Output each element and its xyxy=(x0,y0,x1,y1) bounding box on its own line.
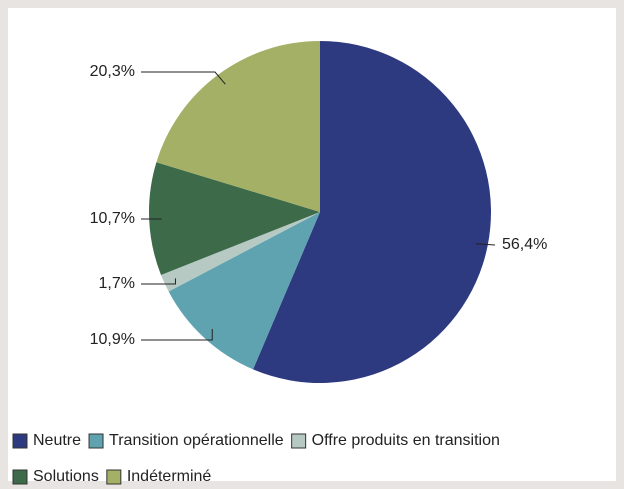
legend-swatch xyxy=(12,433,28,449)
legend-label: Offre produits en transition xyxy=(312,432,500,449)
pie-slice xyxy=(168,212,320,370)
leader-line xyxy=(141,218,162,220)
legend-label: Indéterminé xyxy=(127,468,212,485)
data-label: 56,4% xyxy=(502,236,547,253)
pie-slice xyxy=(156,41,320,212)
legend-swatch xyxy=(291,433,307,449)
legend-swatch xyxy=(88,433,104,449)
legend-label: Solutions xyxy=(33,468,99,485)
legend-label: Transition opérationnelle xyxy=(109,432,284,449)
pie-slice xyxy=(161,212,320,292)
leader-line xyxy=(475,243,496,246)
leader-line xyxy=(141,328,213,341)
pie-slice xyxy=(253,41,491,383)
data-label: 1,7% xyxy=(99,275,135,292)
data-label: 20,3% xyxy=(90,63,135,80)
legend-swatch xyxy=(106,469,122,485)
data-label: 10,7% xyxy=(90,210,135,227)
leader-line xyxy=(141,278,176,285)
leader-line xyxy=(141,71,226,85)
data-label: 10,9% xyxy=(90,331,135,348)
pie-slice xyxy=(149,162,320,275)
legend-label: Neutre xyxy=(33,432,81,449)
legend-swatch xyxy=(12,469,28,485)
